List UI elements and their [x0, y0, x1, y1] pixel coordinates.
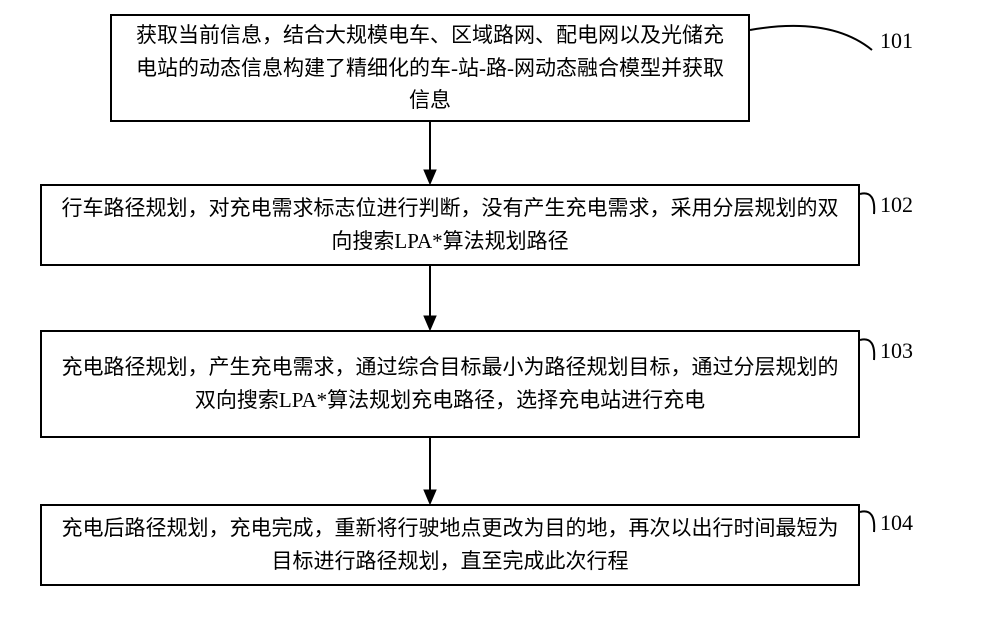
flow-node-1: 获取当前信息，结合大规模电车、区域路网、配电网以及光储充电站的动态信息构建了精细… — [110, 14, 750, 122]
flow-node-2-label: 102 — [880, 192, 913, 218]
flow-node-4-label: 104 — [880, 510, 913, 536]
flow-node-1-label: 101 — [880, 28, 913, 54]
flow-node-1-text: 获取当前信息，结合大规模电车、区域路网、配电网以及光储充电站的动态信息构建了精细… — [126, 19, 734, 117]
flowchart-canvas: 获取当前信息，结合大规模电车、区域路网、配电网以及光储充电站的动态信息构建了精细… — [0, 0, 1000, 626]
flow-node-2-text: 行车路径规划，对充电需求标志位进行判断，没有产生充电需求，采用分层规划的双向搜索… — [56, 192, 844, 257]
flow-node-4: 充电后路径规划，充电完成，重新将行驶地点更改为目的地，再次以出行时间最短为目标进… — [40, 504, 860, 586]
flow-node-2: 行车路径规划，对充电需求标志位进行判断，没有产生充电需求，采用分层规划的双向搜索… — [40, 184, 860, 266]
flow-node-3: 充电路径规划，产生充电需求，通过综合目标最小为路径规划目标，通过分层规划的双向搜… — [40, 330, 860, 438]
flow-node-3-text: 充电路径规划，产生充电需求，通过综合目标最小为路径规划目标，通过分层规划的双向搜… — [56, 351, 844, 416]
flow-node-4-text: 充电后路径规划，充电完成，重新将行驶地点更改为目的地，再次以出行时间最短为目标进… — [56, 512, 844, 577]
flow-node-3-label: 103 — [880, 338, 913, 364]
